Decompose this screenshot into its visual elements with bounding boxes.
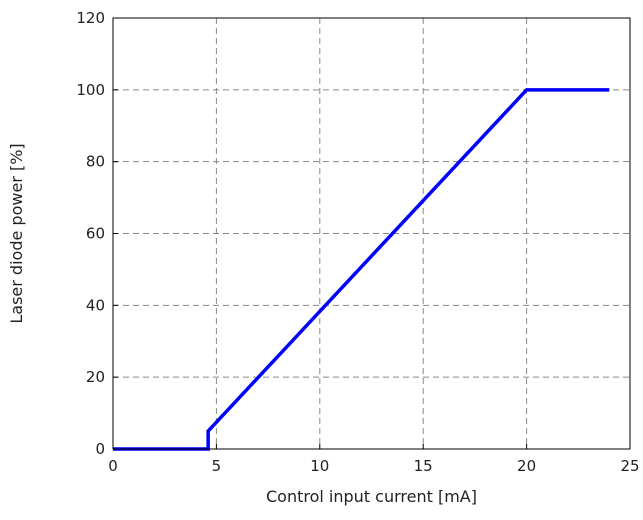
x-tick-label: 20: [517, 457, 536, 475]
y-tick-label: 20: [86, 368, 105, 386]
x-tick-label: 10: [310, 457, 329, 475]
y-tick-label: 80: [86, 153, 105, 171]
y-tick-label: 100: [76, 81, 105, 99]
plot-frame: [112, 17, 631, 450]
series-layer: [113, 88, 610, 451]
y-tick-label: 120: [76, 9, 105, 27]
x-tick-label: 25: [620, 457, 639, 475]
x-tick-label: 15: [414, 457, 433, 475]
x-tick-labels: 0 5 10 15 20 25: [108, 457, 639, 475]
y-tick-label: 40: [86, 296, 105, 314]
y-axis-label: Laser diode power [%]: [7, 143, 26, 323]
y-tick-labels: 0 20 40 60 80 100 120: [76, 9, 105, 458]
x-tick-label: 5: [212, 457, 222, 475]
x-tick-label: 0: [108, 457, 118, 475]
grid-lines: [113, 18, 630, 449]
series-line: [113, 88, 610, 451]
y-tick-label: 0: [95, 440, 105, 458]
x-axis-label: Control input current [mA]: [266, 487, 477, 506]
y-tick-label: 60: [86, 225, 105, 243]
tick-marks: [112, 17, 631, 450]
